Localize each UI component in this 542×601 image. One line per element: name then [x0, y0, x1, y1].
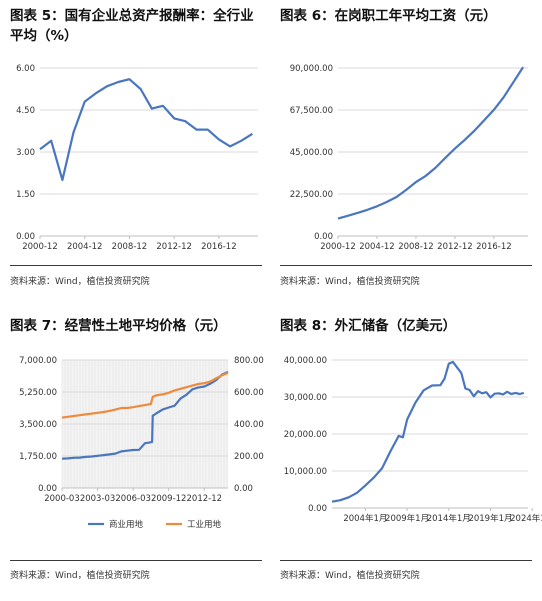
chart-8-title-line1: 图表 8：外汇储备（亿美元） [280, 318, 457, 334]
chart-7-y-tick-label: 3,500.00 [19, 420, 57, 430]
chart-6-divider [280, 265, 532, 266]
chart-8-x-tick-label: 2009年1月 [385, 513, 429, 524]
chart-5-y-tick-label: 3.00 [16, 148, 35, 158]
chart-5-divider [10, 265, 262, 266]
chart-8-y-tick-label: 0.00 [308, 504, 327, 514]
chart-7-x-tick-label: 2003-03 [80, 494, 116, 504]
chart-5-x-tick-label: 2004-12 [67, 242, 103, 252]
chart-7-x-tick-label: 2012-12 [187, 494, 223, 504]
chart-7-y2-tick-label: 400.00 [234, 420, 264, 430]
chart-6-x-tick-label: 2004-12 [359, 242, 395, 252]
chart-5-title-line2: 平均（%） [10, 28, 78, 44]
chart-8-y-tick-label: 30,000.00 [284, 393, 327, 403]
chart-6-x-tick-label: 2008-12 [398, 242, 434, 252]
chart-5-x-tick-label: 2000-12 [22, 242, 58, 252]
chart-7-y2-tick-label: 200.00 [234, 452, 264, 462]
chart-6-y-tick-label: 0.00 [314, 232, 333, 242]
chart-6-x-tick-label: 2012-12 [437, 242, 473, 252]
chart-6-series-line [337, 66, 525, 220]
chart-8-x-tick-label: 2014年1月 [427, 513, 471, 524]
chart-8-y-tick-label: 10,000.00 [284, 467, 327, 477]
chart-5-title: 图表 5：国有企业总资产报酬率：全行业 平均（%） [10, 6, 254, 46]
chart-6-y-tick-label: 67,500.00 [290, 106, 333, 116]
chart-6-y-tick-label: 90,000.00 [290, 64, 333, 74]
chart-7-legend-label: 工业用地 [187, 519, 222, 530]
chart-7-series-line [61, 370, 229, 460]
chart-8-y-tick-label: 20,000.00 [284, 430, 327, 440]
chart-6-x-tick-label: 2000-12 [320, 242, 356, 252]
chart-7-series-line [61, 371, 229, 419]
chart-7-title-line1: 图表 7：经营性土地平均价格（元） [10, 318, 227, 334]
chart-6-title-line1: 图表 6：在岗职工年平均工资（元） [280, 8, 497, 24]
chart-7-y2-tick-label: 800.00 [234, 356, 264, 366]
chart-5-title-line1: 图表 5：国有企业总资产报酬率：全行业 [10, 8, 254, 24]
chart-7-y2-tick-label: 600.00 [234, 388, 264, 398]
chart-7-divider [10, 560, 262, 561]
chart-8-y-tick-label: 40,000.00 [284, 356, 327, 366]
chart-5-y-tick-label: 4.50 [16, 106, 35, 116]
chart-6-title: 图表 6：在岗职工年平均工资（元） [280, 6, 497, 26]
chart-5-y-tick-label: 6.00 [16, 64, 35, 74]
chart-5-source: 资料来源：Wind，植信投资研究院 [10, 277, 150, 287]
chart-6-y-tick-label: 45,000.00 [290, 148, 333, 158]
chart-7-y-tick-label: 1,750.00 [19, 452, 57, 462]
chart-6-y-tick-label: 22,500.00 [290, 190, 333, 200]
chart-8-source: 资料来源：Wind，植信投资研究院 [280, 571, 420, 581]
chart-7-y-tick-label: 5,250.00 [19, 388, 57, 398]
chart-7-y-tick-label: 7,000.00 [19, 356, 57, 366]
chart-7-x-tick-label: 2006-03 [115, 494, 151, 504]
chart-7-source: 资料来源：Wind，植信投资研究院 [10, 571, 150, 581]
chart-7-title: 图表 7：经营性土地平均价格（元） [10, 316, 227, 336]
chart-8-divider [280, 560, 532, 561]
chart-8-title: 图表 8：外汇储备（亿美元） [280, 316, 456, 336]
chart-8-series-line [331, 360, 525, 503]
chart-5-series-line [39, 78, 253, 182]
chart-7-legend-label: 商业用地 [109, 519, 144, 530]
chart-6-source: 资料来源：Wind，植信投资研究院 [280, 277, 420, 287]
chart-5-x-tick-label: 2016-12 [201, 242, 237, 252]
chart-7-y-tick-label: 0.00 [38, 484, 57, 494]
chart-7-x-tick-label: 2000-03 [44, 494, 80, 504]
chart-8-x-tick-label: 2019年1月 [468, 513, 512, 524]
chart-8-x-tick-label: 2004年1月 [343, 513, 387, 524]
chart-5-y-tick-label: 1.50 [16, 190, 35, 200]
chart-8-x-tick-label: 2024年1月 [510, 513, 542, 524]
chart-5-x-tick-label: 2012-12 [156, 242, 192, 252]
chart-6-x-tick-label: 2016-12 [476, 242, 512, 252]
chart-5-y-tick-label: 0.00 [16, 232, 35, 242]
chart-7-x-tick-label: 2009-12 [151, 494, 187, 504]
chart-7-y2-tick-label: 0.00 [234, 484, 253, 494]
chart-5-x-tick-label: 2008-12 [112, 242, 148, 252]
